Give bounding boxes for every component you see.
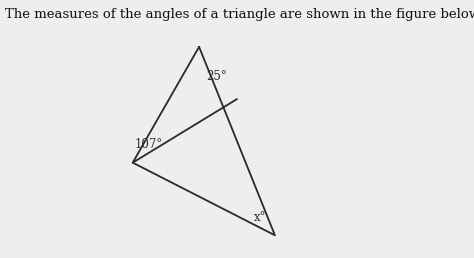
Text: 25°: 25° <box>206 70 227 83</box>
Text: The measures of the angles of a triangle are shown in the figure below. Solve fo: The measures of the angles of a triangle… <box>5 8 474 21</box>
Text: 107°: 107° <box>135 138 164 151</box>
Text: x°: x° <box>254 211 266 224</box>
